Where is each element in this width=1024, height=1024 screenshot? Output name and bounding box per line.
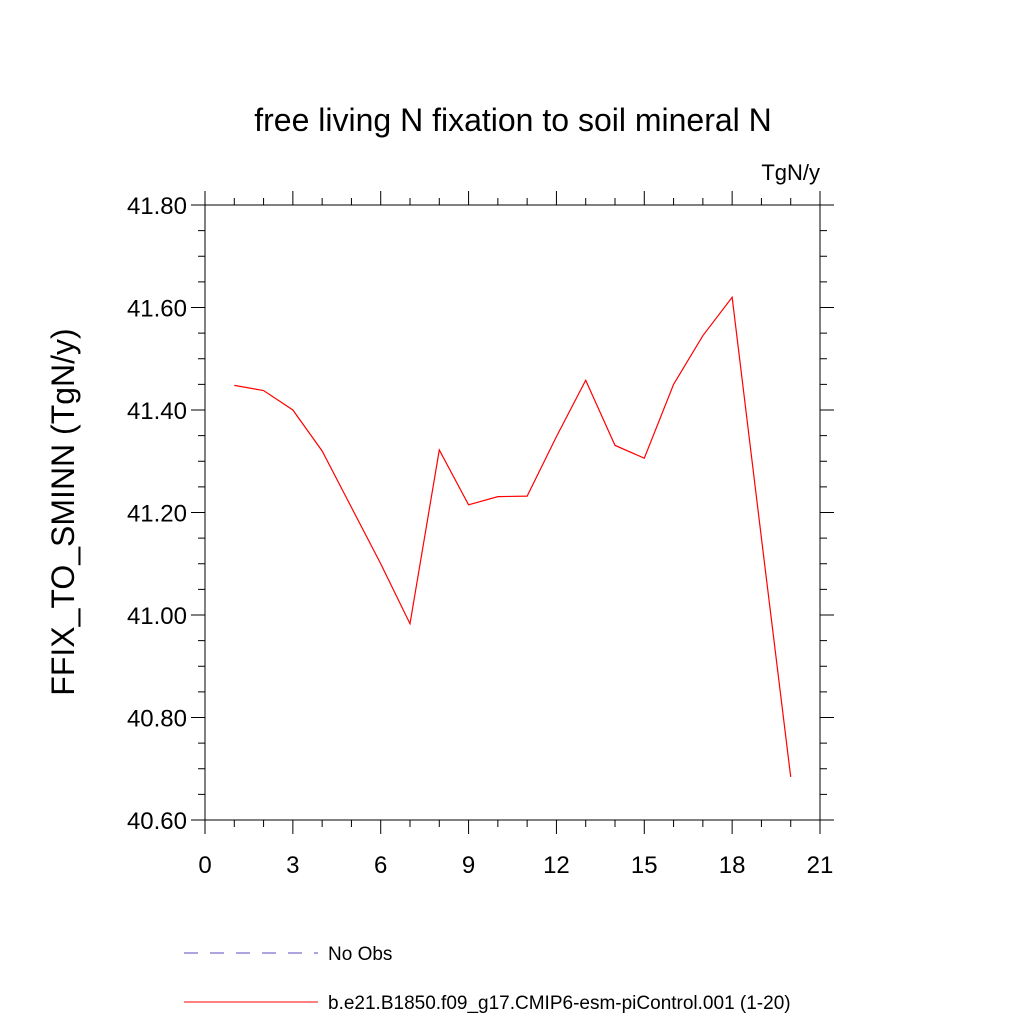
plot-frame xyxy=(204,204,821,821)
x-tick-label: 3 xyxy=(286,852,299,879)
x-tick-label: 9 xyxy=(462,852,475,879)
axes: 0 3 6 9 12 15 18 21 40.60 40.80 41.00 41.20 41.40 41.… xyxy=(127,191,834,879)
x-tick-label: 18 xyxy=(719,852,746,879)
y-tick-label: 40.80 xyxy=(127,706,187,733)
x-tick-label: 0 xyxy=(198,852,211,879)
x-tick-label: 12 xyxy=(543,852,570,879)
y-tick-label: 41.60 xyxy=(127,296,187,323)
plot-area xyxy=(234,295,792,778)
x-tick-label: 6 xyxy=(374,852,387,879)
series-line xyxy=(234,295,792,778)
y-tick-label: 41.80 xyxy=(127,193,187,220)
y-tick-label: 41.20 xyxy=(127,501,187,528)
y-tick-label: 41.00 xyxy=(127,603,187,630)
x-tick-label: 21 xyxy=(807,852,834,879)
y-axis-label: FFIX_TO_SMINN (TgN/y) xyxy=(45,328,81,695)
legend-label-no-obs: No Obs xyxy=(328,944,392,965)
legend-label-control-run: b.e21.B1850.f09_g17.CMIP6-esm-piControl.… xyxy=(328,993,791,1014)
units-label: TgN/y xyxy=(761,160,820,185)
y-tick-label: 41.40 xyxy=(127,398,187,425)
y-tick-label: 40.60 xyxy=(127,808,187,835)
chart-title: free living N fixation to soil mineral N xyxy=(254,102,772,138)
legend: No Obs b.e21.B1850.f09_g17.CMIP6-esm-piC… xyxy=(184,944,791,1014)
x-tick-label: 15 xyxy=(631,852,658,879)
